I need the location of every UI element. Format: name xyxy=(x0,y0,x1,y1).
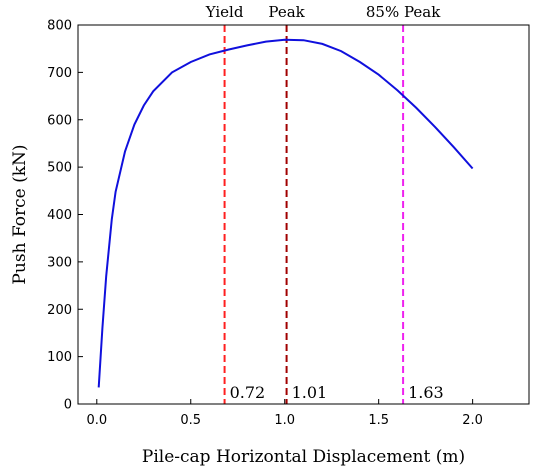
y-axis: 0 100 200 300 400 500 600 700 800 xyxy=(47,19,83,413)
push-force-curve xyxy=(97,38,474,388)
x-tick-label: 0.5 xyxy=(180,413,201,428)
reference-label-2: 85% Peak xyxy=(366,3,441,21)
x-tick-label: 1.0 xyxy=(274,413,295,428)
plot-frame xyxy=(77,24,530,405)
x-tick-label: 1.5 xyxy=(368,413,389,428)
x-axis: 0.0 0.5 1.0 1.5 2.0 xyxy=(86,399,483,428)
y-tick-label: 100 xyxy=(47,350,72,365)
y-tick-label: 200 xyxy=(47,303,72,318)
y-tick-label: 800 xyxy=(47,19,72,34)
x-tick-label: 0.0 xyxy=(86,413,107,428)
y-tick-label: 0 xyxy=(64,398,72,413)
y-tick-label: 700 xyxy=(47,66,72,81)
x-axis-title: Pile-cap Horizontal Displacement (m) xyxy=(142,447,465,467)
reference-value-2: 1.63 xyxy=(408,383,444,402)
reference-lines: Yield 0.72 Peak 1.01 85% Peak 1.63 xyxy=(205,3,444,404)
y-tick-label: 400 xyxy=(47,208,72,223)
reference-value-0: 0.72 xyxy=(230,383,266,402)
reference-value-1: 1.01 xyxy=(292,383,328,402)
y-tick-label: 500 xyxy=(47,161,72,176)
y-axis-title: Push Force (kN) xyxy=(10,144,30,284)
reference-label-1: Peak xyxy=(268,3,305,21)
reference-label-0: Yield xyxy=(205,3,244,21)
y-tick-label: 300 xyxy=(47,255,72,270)
x-tick-label: 2.0 xyxy=(462,413,483,428)
y-tick-label: 600 xyxy=(47,113,72,128)
